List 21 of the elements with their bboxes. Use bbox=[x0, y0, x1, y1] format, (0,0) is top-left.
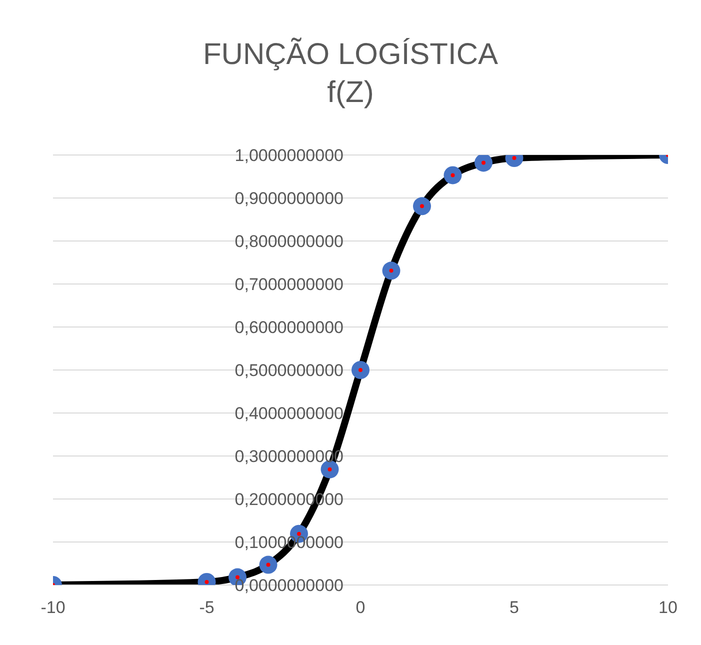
y-tick-label: 0,0000000000 bbox=[234, 576, 344, 595]
y-tick-label: 0,9000000000 bbox=[234, 189, 344, 208]
chart-subtitle: f(Z) bbox=[326, 75, 375, 110]
y-tick-label: 1,0000000000 bbox=[234, 146, 344, 165]
y-tick-label: 0,5000000000 bbox=[234, 361, 344, 380]
x-tick-label: 5 bbox=[510, 598, 519, 618]
x-tick-label: -5 bbox=[199, 598, 214, 618]
point bbox=[259, 556, 278, 574]
y-tick-label: 0,8000000000 bbox=[234, 232, 344, 251]
y-tick-label: 0,6000000000 bbox=[234, 318, 344, 337]
x-tick-label: 0 bbox=[356, 598, 366, 618]
y-tick-label: 0,7000000000 bbox=[234, 275, 344, 294]
x-tick-label: -10 bbox=[40, 598, 66, 618]
point bbox=[382, 262, 400, 280]
x-tick-label: 10 bbox=[658, 598, 678, 618]
chart-title: FUNÇÃO LOGÍSTICA bbox=[202, 36, 500, 72]
y-tick-label: 0,4000000000 bbox=[234, 404, 344, 423]
point bbox=[474, 155, 492, 172]
point bbox=[444, 166, 462, 184]
point bbox=[413, 197, 431, 216]
point bbox=[352, 361, 370, 379]
